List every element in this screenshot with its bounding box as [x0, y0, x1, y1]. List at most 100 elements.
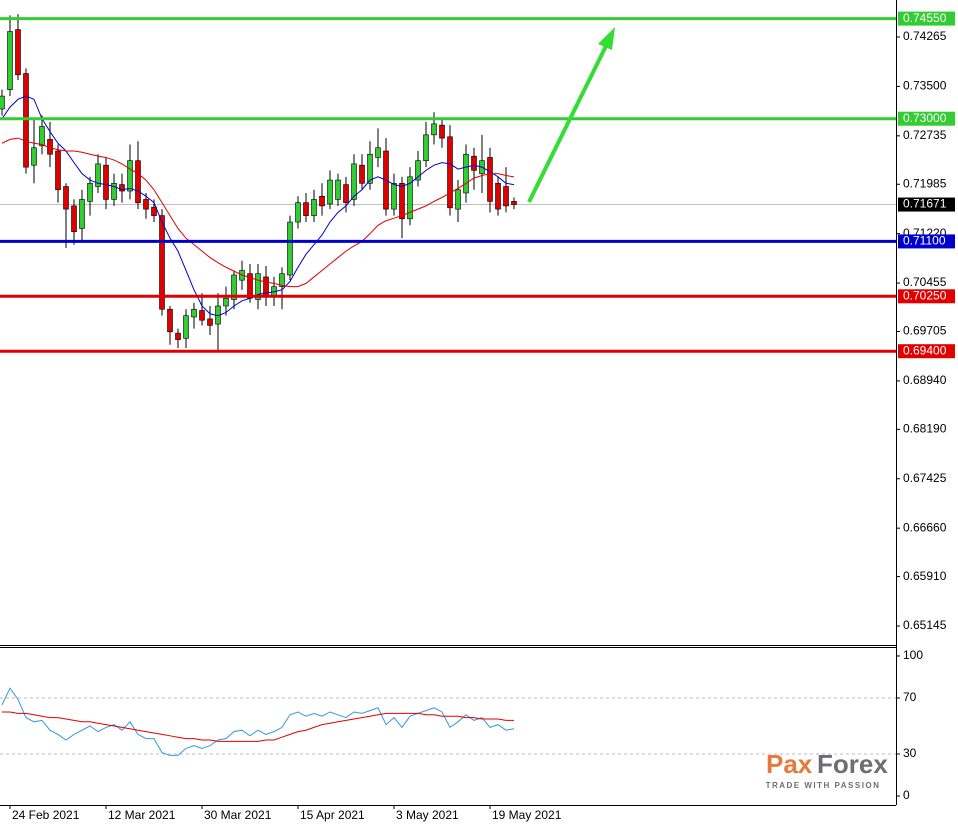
candle-body: [319, 195, 325, 207]
candle-body: [399, 182, 405, 220]
candle-body: [87, 182, 93, 202]
level-label: 0.70250: [903, 288, 947, 302]
candle-body: [407, 176, 413, 220]
y-tick-label: 0.70455: [903, 275, 947, 289]
arrow-shaft: [527, 45, 608, 203]
level-box: [898, 234, 955, 249]
candle-body: [311, 199, 317, 216]
level-label: 0.73000: [903, 111, 947, 125]
candle-body: [359, 164, 365, 184]
level-label: 0.69400: [903, 343, 947, 357]
candle-body: [119, 184, 125, 192]
y-tick-label: 0.65145: [903, 618, 947, 632]
logo-right: Forex: [817, 749, 888, 779]
candle-body: [431, 123, 437, 136]
candle-body: [151, 206, 157, 216]
logo: Pax Forex TRADE WITH PASSION: [766, 749, 889, 790]
candle-body: [447, 136, 453, 209]
candle-body: [63, 186, 69, 210]
y-tick-label: 0.69705: [903, 324, 947, 338]
arrow: [527, 27, 615, 203]
current-price-box: [898, 197, 955, 212]
candle-body: [103, 164, 109, 200]
candle-body: [71, 205, 77, 233]
candle-body: [111, 182, 117, 200]
level-label: 0.71100: [903, 234, 946, 248]
moving-average: [1, 137, 515, 288]
y-tick-label: 0: [903, 788, 910, 802]
candle-body: [0, 95, 5, 110]
y-tick-label: 0.68190: [903, 422, 947, 436]
candle-body: [415, 160, 421, 181]
level-box: [898, 289, 955, 304]
y-tick-label: 0.67425: [903, 471, 947, 485]
candle-body: [223, 297, 229, 307]
arrow-head: [598, 27, 615, 50]
candle-body: [175, 332, 181, 340]
x-tick-label: 15 Apr 2021: [300, 808, 365, 822]
candle-body: [159, 215, 165, 310]
candle-body: [143, 199, 149, 210]
logo-left: Pax: [766, 749, 813, 779]
x-tick-label: 12 Mar 2021: [108, 808, 176, 822]
level-box: [898, 11, 955, 26]
candle-body: [135, 160, 141, 203]
candle-body: [343, 184, 349, 203]
candle-body: [487, 157, 493, 202]
candle-body: [511, 201, 517, 205]
x-tick-label: 24 Feb 2021: [12, 808, 80, 822]
candle-body: [167, 308, 173, 333]
candle-body: [303, 202, 309, 216]
level-box: [898, 111, 955, 126]
y-tick-label: 0.71985: [903, 176, 947, 190]
logo-tagline: TRADE WITH PASSION: [766, 781, 881, 790]
indicator-line: [1, 687, 515, 756]
candle-body: [7, 31, 13, 90]
candle-body: [15, 29, 21, 76]
candle-body: [55, 150, 61, 191]
candle-body: [279, 273, 285, 287]
plot: 0.742650.735000.727350.719850.712200.704…: [0, 11, 955, 822]
level-label: 0.74550: [903, 11, 947, 25]
y-tick-label: 0.66660: [903, 520, 947, 534]
candle-body: [391, 182, 397, 210]
candle-body: [495, 182, 501, 210]
candle-body: [375, 147, 381, 158]
candle-body: [95, 163, 101, 187]
y-tick-label: 100: [903, 648, 923, 662]
x-tick-label: 19 May 2021: [492, 808, 562, 822]
y-tick-label: 70: [903, 690, 917, 704]
candle-body: [335, 179, 341, 200]
moving-average: [1, 95, 515, 317]
level-box: [898, 344, 955, 359]
y-tick-label: 0.73500: [903, 79, 947, 93]
candle-body: [295, 202, 301, 223]
candle-body: [351, 163, 357, 200]
candle-body: [423, 134, 429, 161]
candle-body: [127, 160, 133, 192]
candle-body: [231, 274, 237, 300]
candle-body: [463, 153, 469, 194]
candle-body: [327, 179, 333, 205]
candle-body: [439, 124, 445, 139]
candle-body: [79, 199, 85, 229]
y-tick-label: 0.74265: [903, 29, 947, 43]
current-price-label: 0.71671: [903, 197, 947, 211]
candle-body: [191, 308, 197, 318]
y-tick-label: 0.68940: [903, 373, 947, 387]
candle-body: [207, 318, 213, 326]
candle-body: [367, 153, 373, 184]
candle-body: [23, 73, 29, 168]
candle-body: [39, 126, 45, 147]
candle-body: [31, 147, 37, 166]
y-tick-label: 0.65910: [903, 569, 947, 583]
candle-body: [255, 273, 261, 300]
x-tick-label: 30 Mar 2021: [204, 808, 272, 822]
candle-body: [455, 189, 461, 210]
y-tick-label: 30: [903, 746, 917, 760]
candle-body: [199, 310, 205, 321]
candle-body: [183, 315, 189, 339]
candle-body: [503, 186, 509, 207]
